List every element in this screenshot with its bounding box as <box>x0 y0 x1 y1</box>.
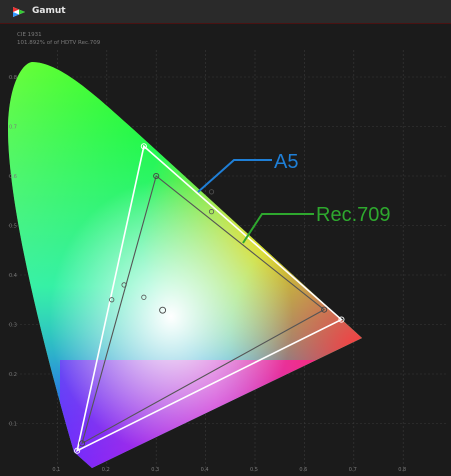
sample-point <box>141 294 147 300</box>
y-tick-label: 0.1 <box>9 422 17 428</box>
gamut-triangle-rec-709 <box>81 175 326 445</box>
sample-point <box>208 209 215 215</box>
x-tick-label: 0.8 <box>398 467 406 473</box>
vertex-point <box>153 172 160 180</box>
standard-label: CIE 1931 <box>17 32 42 38</box>
x-tick-label: 0.2 <box>102 467 110 473</box>
x-tick-label: 0.4 <box>201 467 209 473</box>
a5-leader-line <box>197 159 272 193</box>
y-tick-label: 0.4 <box>9 273 17 279</box>
y-tick-label: 0.3 <box>9 323 17 329</box>
vertex-point <box>321 306 328 313</box>
window-title: Gamut <box>32 6 66 16</box>
vertex-point <box>338 316 345 323</box>
gamut-triangle-a5 <box>76 144 343 453</box>
vertex-point <box>74 447 81 454</box>
color-wheel-icon <box>13 7 25 17</box>
y-tick-label: 0.6 <box>9 174 17 180</box>
rec709-label: Rec.709 <box>316 204 391 226</box>
x-tick-label: 0.5 <box>250 467 258 473</box>
sample-point <box>121 282 127 288</box>
y-tick-label: 0.5 <box>9 224 17 230</box>
vertex-point <box>140 143 147 150</box>
whitepoint-marker <box>159 306 167 314</box>
x-tick-label: 0.1 <box>52 467 60 473</box>
sample-point <box>109 297 115 303</box>
sample-point <box>208 189 215 195</box>
gamut-triangles <box>74 143 345 454</box>
spectral-locus <box>8 62 362 468</box>
callout-labels: A5 Rec.709 <box>197 151 391 244</box>
axis-ticks: 0.1 0.2 0.3 0.4 0.5 0.6 0.7 0.8 0.1 0.2 0.3 0.4 0.5 0… <box>9 75 406 473</box>
vertex-point <box>79 440 86 447</box>
title-bar: Gamut <box>0 0 451 24</box>
rec709-leader-line <box>242 213 314 244</box>
x-tick-label: 0.3 <box>151 467 159 473</box>
x-tick-label: 0.6 <box>299 467 307 473</box>
y-tick-label: 0.2 <box>9 372 17 378</box>
y-tick-label: 0.7 <box>9 125 17 131</box>
y-tick-label: 0.8 <box>9 75 17 81</box>
x-tick-label: 0.7 <box>349 467 357 473</box>
a5-label: A5 <box>274 151 298 173</box>
coverage-label: 101.892% of of HDTV Rec.709 <box>17 40 101 46</box>
sample-markers <box>109 189 215 314</box>
